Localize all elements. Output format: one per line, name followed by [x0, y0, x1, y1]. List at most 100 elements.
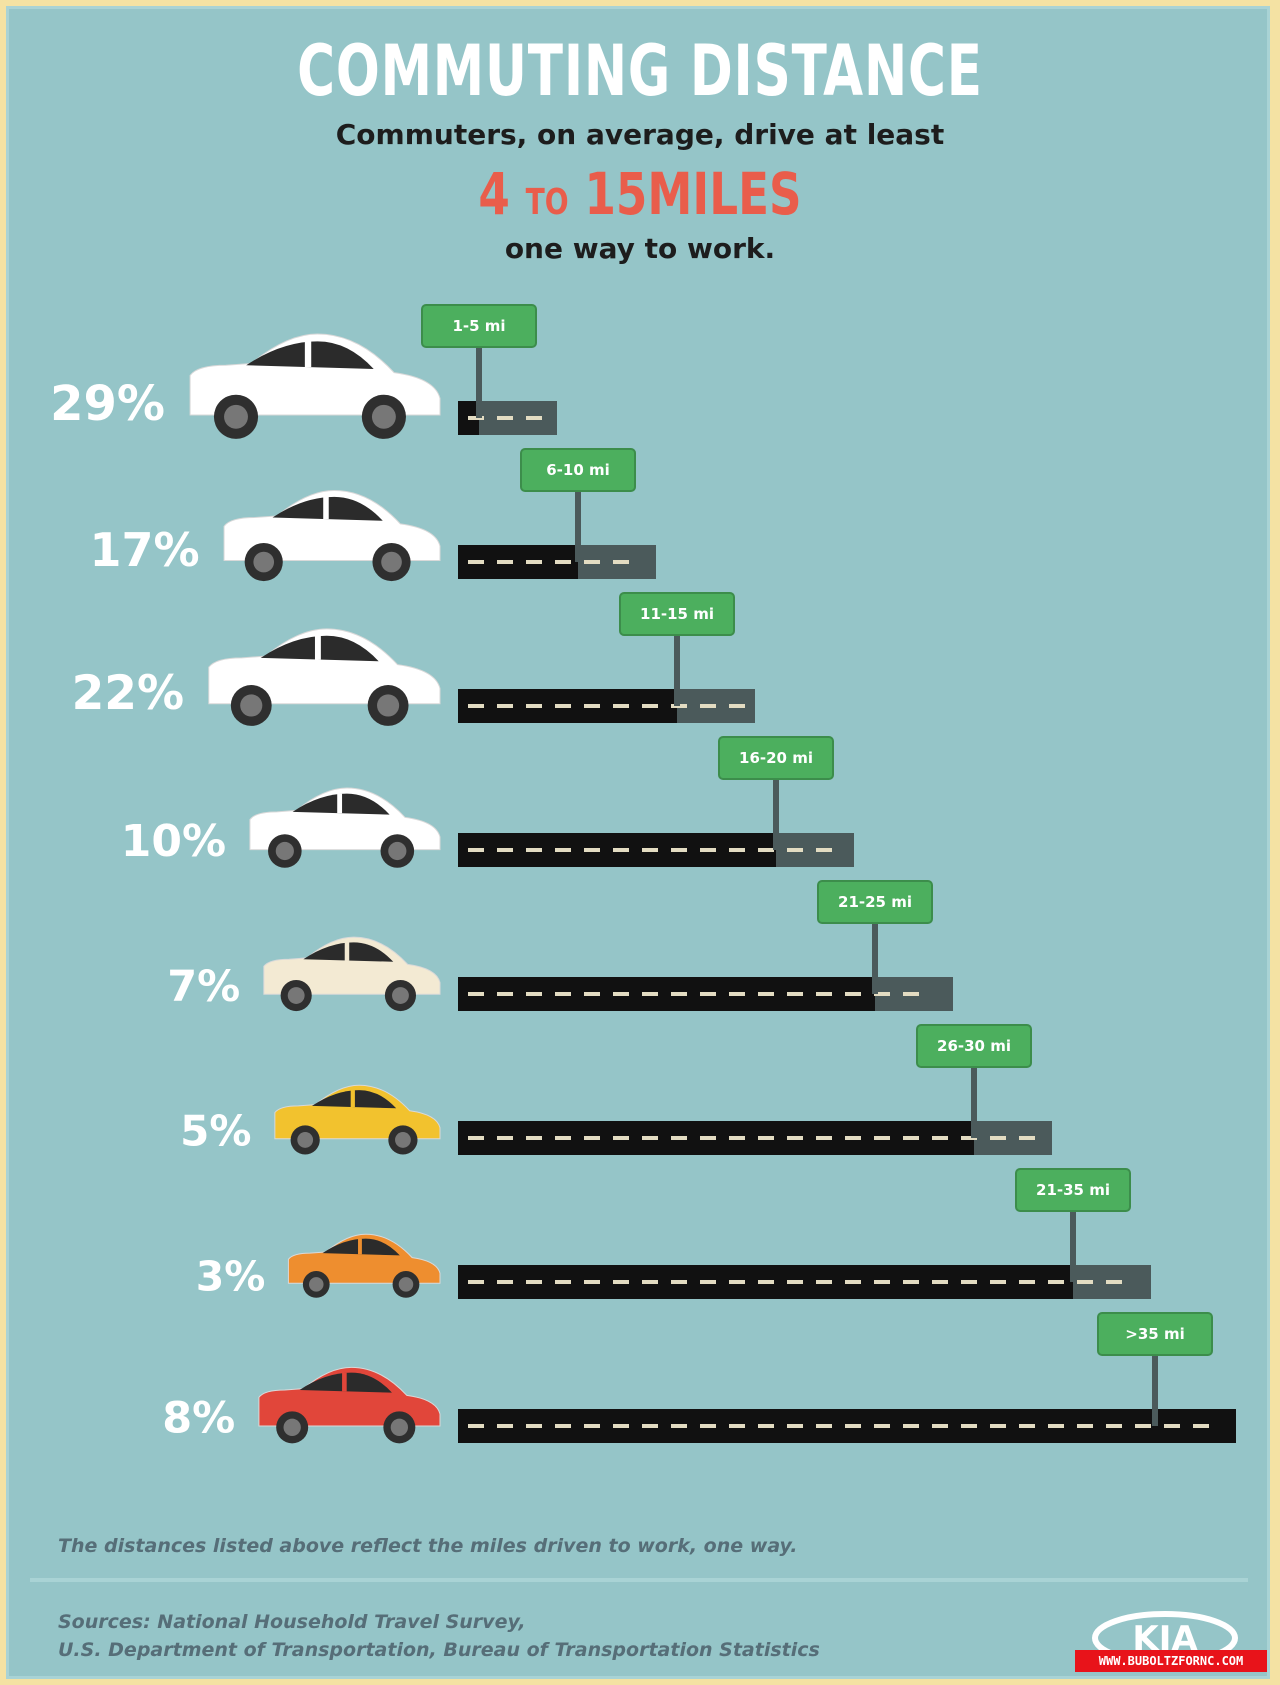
lane-dash	[874, 1424, 890, 1428]
road-end-segment	[974, 1121, 1052, 1155]
lane-dash	[584, 704, 600, 708]
lane-dash	[758, 1424, 774, 1428]
lane-dash	[932, 1424, 948, 1428]
car-body	[189, 333, 441, 416]
lane-dash	[816, 992, 832, 996]
car-hubcap	[371, 404, 396, 429]
commuter-percent-label: 22%	[72, 666, 185, 721]
car-pillar	[323, 496, 329, 520]
lane-dash	[729, 992, 745, 996]
car-body	[263, 936, 441, 995]
lane-dash	[468, 560, 484, 564]
watermark: WWW.BUBOLTZFORNC.COM	[1075, 1650, 1267, 1672]
lane-dash	[1106, 1280, 1122, 1284]
divider	[30, 1578, 1248, 1582]
lane-dash	[932, 1136, 948, 1140]
car-pillar	[344, 942, 350, 961]
lane-dash	[903, 1280, 919, 1284]
lane-dash	[903, 992, 919, 996]
lane-dash	[729, 848, 745, 852]
lane-dash	[671, 1424, 687, 1428]
lane-dash	[845, 1280, 861, 1284]
highlight-to: 15MILES	[584, 160, 802, 228]
lane-dash	[584, 992, 600, 996]
lane-dash	[642, 1424, 658, 1428]
lane-dash	[845, 992, 861, 996]
lane-dash	[497, 1424, 513, 1428]
highlight-to-word: TO	[525, 182, 569, 223]
lane-dash	[1019, 1280, 1035, 1284]
lane-dash	[816, 1424, 832, 1428]
lane-dash	[613, 704, 629, 708]
lane-dash	[1019, 1424, 1035, 1428]
distance-sign-label: 26-30 mi	[937, 1037, 1011, 1055]
road-end-segment	[479, 401, 557, 435]
car-body	[249, 787, 441, 851]
car-hubcap	[224, 404, 248, 429]
lane-dash	[1135, 1424, 1151, 1428]
car-hubcap	[395, 1132, 411, 1148]
lane-dash	[497, 416, 513, 420]
lane-dash	[642, 848, 658, 852]
car-hubcap	[377, 694, 400, 717]
lane-dash	[497, 1136, 513, 1140]
car-hubcap	[309, 1277, 324, 1292]
lane-dash	[497, 848, 513, 852]
lane-dash	[990, 1424, 1006, 1428]
lane-dash	[613, 1424, 629, 1428]
distance-sign-label: 21-25 mi	[838, 893, 912, 911]
lane-dash	[845, 1424, 861, 1428]
lane-dash	[468, 1424, 484, 1428]
lane-dash	[874, 1136, 890, 1140]
lane-dash	[700, 704, 716, 708]
lane-dash	[961, 1136, 977, 1140]
lane-dash	[642, 992, 658, 996]
sign-post	[1152, 1318, 1158, 1426]
commuter-percent-label: 10%	[121, 816, 226, 867]
lane-dash	[903, 1424, 919, 1428]
distance-sign	[817, 880, 933, 924]
lane-dash	[555, 848, 571, 852]
commuter-percent-label: 7%	[167, 962, 240, 1012]
lane-dash	[468, 1280, 484, 1284]
commuter-percent-label: 8%	[162, 1393, 235, 1443]
car-pillar	[337, 793, 343, 814]
lane-dash	[584, 1280, 600, 1284]
road-segment	[458, 977, 875, 1011]
car-body	[208, 628, 441, 705]
lane-dash	[642, 1136, 658, 1140]
lane-dash	[468, 848, 484, 852]
car-hubcap	[287, 987, 305, 1004]
lane-dash	[526, 704, 542, 708]
lane-dash	[613, 560, 629, 564]
lane-dash	[555, 1136, 571, 1140]
lane-dash	[671, 1136, 687, 1140]
car-pillar	[342, 1372, 347, 1392]
lane-dash	[555, 1280, 571, 1284]
lane-dash	[642, 1280, 658, 1284]
lane-dash	[526, 1136, 542, 1140]
car-body	[274, 1084, 441, 1140]
car-hubcap	[398, 1277, 414, 1292]
lane-dash	[613, 992, 629, 996]
distance-sign-label: 21-35 mi	[1036, 1181, 1110, 1199]
lane-dash	[613, 1280, 629, 1284]
lane-dash	[729, 1136, 745, 1140]
lane-dash	[700, 992, 716, 996]
distance-sign	[718, 736, 834, 780]
lane-dash	[671, 848, 687, 852]
sign-post	[575, 454, 581, 562]
page-title: COMMUTING DISTANCE	[297, 30, 983, 112]
lane-dash	[584, 560, 600, 564]
sign-post	[476, 310, 482, 418]
sources-line-2: U.S. Department of Transportation, Burea…	[58, 1639, 820, 1661]
lane-dash	[1077, 1424, 1093, 1428]
highlight-from: 4	[478, 160, 510, 228]
lane-dash	[758, 848, 774, 852]
lane-dash	[1077, 1280, 1093, 1284]
car-body	[287, 1233, 441, 1284]
lane-dash	[526, 1424, 542, 1428]
lane-dash	[700, 848, 716, 852]
lane-dash	[671, 992, 687, 996]
